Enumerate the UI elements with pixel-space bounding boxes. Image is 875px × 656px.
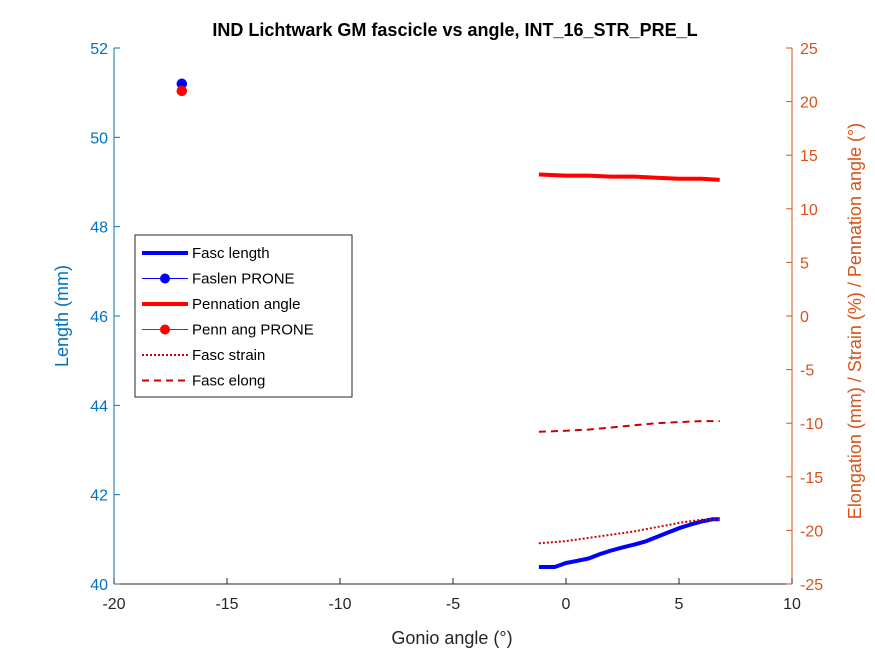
left-tick-label: 42 xyxy=(90,488,108,505)
x-tick-label: -10 xyxy=(328,596,351,613)
left-tick-label: 44 xyxy=(90,398,108,415)
legend-label: Fasc strain xyxy=(192,347,265,364)
chart-title: IND Lichtwark GM fascicle vs angle, INT_… xyxy=(212,20,697,40)
x-tick-label: -5 xyxy=(446,596,460,613)
right-tick-label: -10 xyxy=(800,416,823,433)
legend-label: Faslen PRONE xyxy=(192,271,295,288)
right-tick-label: 25 xyxy=(800,41,818,58)
legend: Fasc length Faslen PRONE Pennation angle Pe… xyxy=(135,235,352,397)
legend-label: Penn ang PRONE xyxy=(192,322,314,339)
left-tick-label: 50 xyxy=(90,130,108,147)
right-tick-label: 15 xyxy=(800,148,818,165)
left-tick-label: 48 xyxy=(90,220,108,237)
right-tick-label: 10 xyxy=(800,202,818,219)
right-y-axis-label: Elongation (mm) / Strain (%) / Pennation… xyxy=(845,123,865,519)
right-tick-label: 0 xyxy=(800,309,809,326)
x-axis-label: Gonio angle (°) xyxy=(391,628,512,648)
right-tick-label: 20 xyxy=(800,95,818,112)
left-y-axis-label: Length (mm) xyxy=(52,265,72,367)
x-tick-label: 0 xyxy=(562,596,571,613)
legend-marker-sample xyxy=(160,325,170,335)
legend-label: Fasc elong xyxy=(192,373,265,390)
legend-marker-sample xyxy=(160,274,170,284)
left-tick-label: 40 xyxy=(90,577,108,594)
legend-label: Pennation angle xyxy=(192,296,300,313)
legend-label: Fasc length xyxy=(192,245,270,262)
x-tick-label: 5 xyxy=(675,596,684,613)
right-tick-label: -25 xyxy=(800,577,823,594)
right-tick-label: -15 xyxy=(800,470,823,487)
x-tick-label: 10 xyxy=(783,596,801,613)
left-tick-label: 52 xyxy=(90,41,108,58)
left-tick-label: 46 xyxy=(90,309,108,326)
right-tick-label: -20 xyxy=(800,523,823,540)
x-tick-label: -15 xyxy=(215,596,238,613)
penn-ang-prone-point xyxy=(177,86,187,96)
x-tick-label: -20 xyxy=(102,596,125,613)
right-tick-label: -5 xyxy=(800,363,814,380)
right-tick-label: 5 xyxy=(800,255,809,272)
